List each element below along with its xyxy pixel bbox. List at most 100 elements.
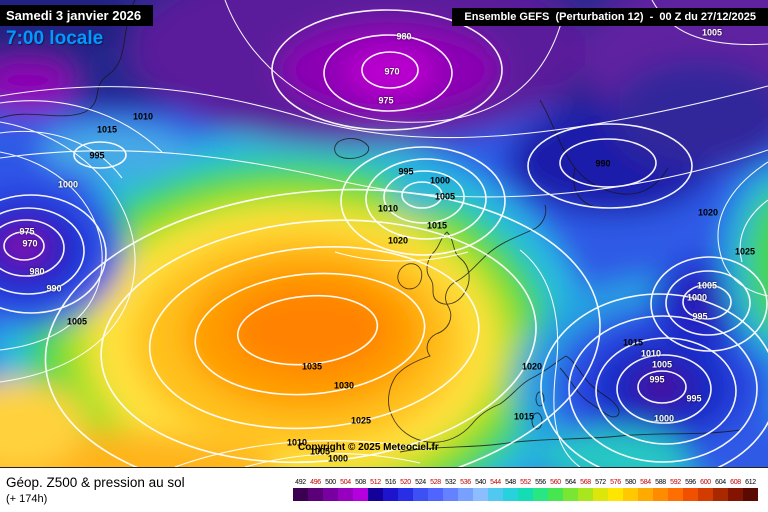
scale-column: 584: [638, 479, 653, 501]
pressure-label: 1010: [132, 111, 154, 122]
scale-value: 556: [535, 479, 546, 486]
scale-column: 604: [713, 479, 728, 501]
scale-cell: [398, 488, 413, 501]
pressure-label: 1030: [333, 380, 355, 391]
scale-value: 512: [370, 479, 381, 486]
pressure-label: 975: [378, 95, 394, 106]
pressure-label: 995: [398, 166, 414, 177]
scale-column: 548: [503, 479, 518, 501]
scale-value: 548: [505, 479, 516, 486]
pressure-label: 970: [22, 238, 38, 249]
scale-cell: [473, 488, 488, 501]
scale-value: 564: [565, 479, 576, 486]
pressure-label: 995: [686, 393, 702, 404]
scale-value: 508: [355, 479, 366, 486]
scale-column: 572: [593, 479, 608, 501]
scale-cell: [323, 488, 338, 501]
pressure-label: 1015: [96, 124, 118, 135]
scale-value: 572: [595, 479, 606, 486]
pressure-label: 1005: [434, 191, 456, 202]
scale-cell: [488, 488, 503, 501]
scale-value: 492: [295, 479, 306, 486]
pressure-label: 1025: [350, 415, 372, 426]
scale-column: 524: [413, 479, 428, 501]
scale-value: 520: [400, 479, 411, 486]
scale-value: 528: [430, 479, 441, 486]
scale-value: 608: [730, 479, 741, 486]
scale-value: 524: [415, 479, 426, 486]
scale-cell: [518, 488, 533, 501]
scale-column: 496: [308, 479, 323, 501]
pressure-label: 1010: [640, 348, 662, 359]
scale-column: 540: [473, 479, 488, 501]
scale-value: 544: [490, 479, 501, 486]
scale-cell: [608, 488, 623, 501]
scale-cell: [683, 488, 698, 501]
pressure-label: 1005: [701, 27, 723, 38]
scale-value: 536: [460, 479, 471, 486]
pressure-label: 1015: [426, 220, 448, 231]
scale-value: 580: [625, 479, 636, 486]
scale-cell: [653, 488, 668, 501]
scale-value: 584: [640, 479, 651, 486]
scale-column: 556: [533, 479, 548, 501]
valid-time: 7:00 locale: [6, 28, 104, 49]
scale-column: 588: [653, 479, 668, 501]
legend-bar: Géop. Z500 & pression au sol (+ 174h) 49…: [0, 467, 768, 512]
scale-cell: [638, 488, 653, 501]
scale-column: 608: [728, 479, 743, 501]
map-canvas: [0, 0, 768, 467]
scale-cell: [713, 488, 728, 501]
scale-value: 592: [670, 479, 681, 486]
isobars: [0, 0, 768, 467]
pressure-label: 995: [649, 374, 665, 385]
scale-cell: [368, 488, 383, 501]
pressure-label: 970: [384, 66, 400, 77]
pressure-label: 975: [19, 226, 35, 237]
scale-value: 540: [475, 479, 486, 486]
lead-time-label: (+ 174h): [6, 492, 48, 505]
pressure-label: 1020: [387, 235, 409, 246]
scale-value: 576: [610, 479, 621, 486]
weather-map: 980 1005 970 975 1010 1015 995 990 995 1000 1000 10…: [0, 0, 768, 467]
pressure-label: 1005: [651, 359, 673, 370]
pressure-label: 995: [692, 311, 708, 322]
scale-column: 532: [443, 479, 458, 501]
pressure-label: 1020: [521, 361, 543, 372]
scale-column: 592: [668, 479, 683, 501]
pressure-label: 1025: [734, 246, 756, 257]
pressure-label: 980: [396, 31, 412, 42]
scale-cell: [563, 488, 578, 501]
scale-cell: [533, 488, 548, 501]
pressure-label: 1020: [697, 207, 719, 218]
scale-column: 552: [518, 479, 533, 501]
scale-value: 568: [580, 479, 591, 486]
pressure-label: 995: [89, 150, 105, 161]
scale-cell: [668, 488, 683, 501]
pressure-label: 1015: [513, 411, 535, 422]
scale-column: 612: [743, 479, 758, 501]
pressure-label: 1010: [286, 437, 308, 448]
pressure-label: 980: [29, 266, 45, 277]
scale-cell: [338, 488, 353, 501]
scale-value: 600: [700, 479, 711, 486]
scale-column: 504: [338, 479, 353, 501]
scale-value: 500: [325, 479, 336, 486]
scale-value: 516: [385, 479, 396, 486]
scale-column: 580: [623, 479, 638, 501]
scale-cell: [698, 488, 713, 501]
scale-cell: [353, 488, 368, 501]
pressure-label: 1000: [57, 179, 79, 190]
scale-value: 612: [745, 479, 756, 486]
scale-cell: [413, 488, 428, 501]
valid-date: Samedi 3 janvier 2026: [0, 5, 154, 26]
scale-column: 500: [323, 479, 338, 501]
scale-value: 532: [445, 479, 456, 486]
scale-value: 504: [340, 479, 351, 486]
scale-column: 516: [383, 479, 398, 501]
scale-column: 564: [563, 479, 578, 501]
pressure-label: 1005: [66, 316, 88, 327]
copyright-notice: Copyright © 2025 Meteociel.fr: [298, 442, 439, 453]
pressure-label: 1035: [301, 361, 323, 372]
